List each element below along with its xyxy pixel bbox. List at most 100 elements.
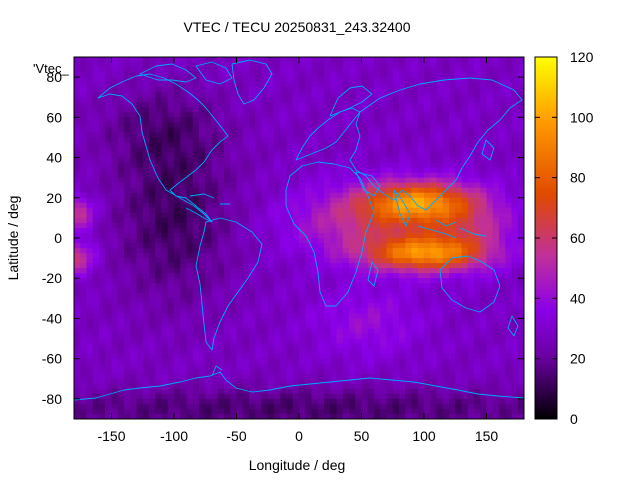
heat-cell	[80, 338, 87, 345]
heat-cell	[411, 398, 419, 405]
heat-cell	[311, 303, 319, 309]
heat-cell	[86, 192, 94, 199]
heat-cell	[392, 293, 400, 299]
heat-cell	[305, 333, 312, 340]
heat-cell	[474, 167, 481, 174]
heat-cell	[180, 122, 187, 128]
heat-cell	[374, 323, 381, 329]
heat-cell	[180, 147, 187, 154]
heat-cell	[80, 57, 87, 63]
heat-cell	[142, 212, 150, 219]
heat-cell	[399, 57, 406, 63]
heat-cell	[211, 122, 219, 128]
heat-cell	[142, 162, 150, 169]
heat-cell	[105, 82, 112, 88]
heat-cell	[474, 102, 481, 108]
heat-cell	[474, 117, 481, 123]
heat-cell	[492, 393, 500, 400]
heat-cell	[499, 383, 506, 390]
heat-cell	[274, 72, 281, 78]
heat-cell	[424, 147, 431, 154]
heat-cell	[124, 82, 131, 88]
heat-cell	[336, 248, 344, 254]
heat-cell	[505, 388, 512, 395]
heat-cell	[255, 157, 262, 164]
heat-cell	[336, 117, 344, 123]
heat-cell	[267, 107, 275, 113]
heat-cell	[380, 288, 387, 294]
heat-cell	[92, 192, 100, 199]
heat-cell	[299, 253, 306, 259]
heat-cell	[130, 182, 137, 189]
heat-cell	[224, 232, 231, 239]
heat-cell	[374, 393, 381, 400]
heat-cell	[367, 77, 375, 83]
heat-cell	[380, 122, 387, 128]
heat-cell	[249, 363, 256, 370]
heat-cell	[480, 92, 487, 98]
heat-cell	[367, 117, 375, 123]
heat-cell	[436, 72, 444, 78]
heat-cell	[299, 192, 306, 199]
heat-cell	[224, 57, 231, 63]
heat-cell	[361, 127, 369, 133]
heat-cell	[386, 288, 394, 294]
heat-cell	[286, 207, 294, 214]
heat-cell	[405, 92, 412, 98]
heat-cell	[361, 278, 369, 284]
heat-cell	[249, 328, 256, 335]
heat-cell	[86, 368, 94, 375]
heat-cell	[124, 308, 131, 314]
heat-cell	[305, 112, 312, 118]
heat-cell	[142, 278, 150, 284]
heat-cell	[230, 177, 237, 184]
heat-cell	[492, 388, 500, 395]
heat-cell	[361, 137, 369, 143]
heat-cell	[280, 182, 287, 189]
heat-cell	[167, 338, 175, 345]
heat-cell	[130, 368, 137, 375]
heat-cell	[392, 187, 400, 194]
heat-cell	[349, 67, 356, 73]
heat-cell	[305, 338, 312, 345]
heat-cell	[99, 132, 106, 138]
heat-cell	[392, 77, 400, 83]
heat-cell	[417, 112, 425, 118]
heat-cell	[92, 303, 100, 309]
heat-cell	[330, 283, 337, 289]
heat-cell	[361, 303, 369, 309]
heat-cell	[336, 172, 344, 179]
heat-cell	[80, 132, 87, 138]
heat-cell	[292, 363, 300, 370]
heat-cell	[455, 368, 462, 375]
heat-cell	[349, 222, 356, 229]
heat-cell	[311, 212, 319, 219]
heat-cell	[292, 82, 300, 88]
heat-cell	[355, 67, 362, 73]
heat-cell	[130, 162, 137, 169]
heat-cell	[136, 82, 144, 88]
heat-cell	[224, 338, 231, 345]
heat-cell	[292, 67, 300, 73]
heat-cell	[217, 323, 225, 329]
heat-cell	[455, 167, 462, 174]
heat-cell	[480, 343, 487, 350]
heat-cell	[474, 112, 481, 118]
heat-cell	[374, 328, 381, 335]
heat-cell	[449, 333, 456, 340]
heat-cell	[305, 187, 312, 194]
heat-cell	[211, 273, 219, 279]
heat-cell	[167, 253, 175, 259]
heat-cell	[186, 92, 194, 98]
heat-cell	[217, 278, 225, 284]
heat-cell	[436, 398, 444, 405]
heat-cell	[367, 132, 375, 138]
heat-cell	[130, 207, 137, 214]
heat-cell	[417, 378, 425, 385]
heat-cell	[417, 82, 425, 88]
heat-cell	[255, 207, 262, 214]
heat-cell	[367, 152, 375, 159]
heat-cell	[299, 212, 306, 219]
heat-cell	[292, 132, 300, 138]
heat-cell	[286, 238, 294, 244]
